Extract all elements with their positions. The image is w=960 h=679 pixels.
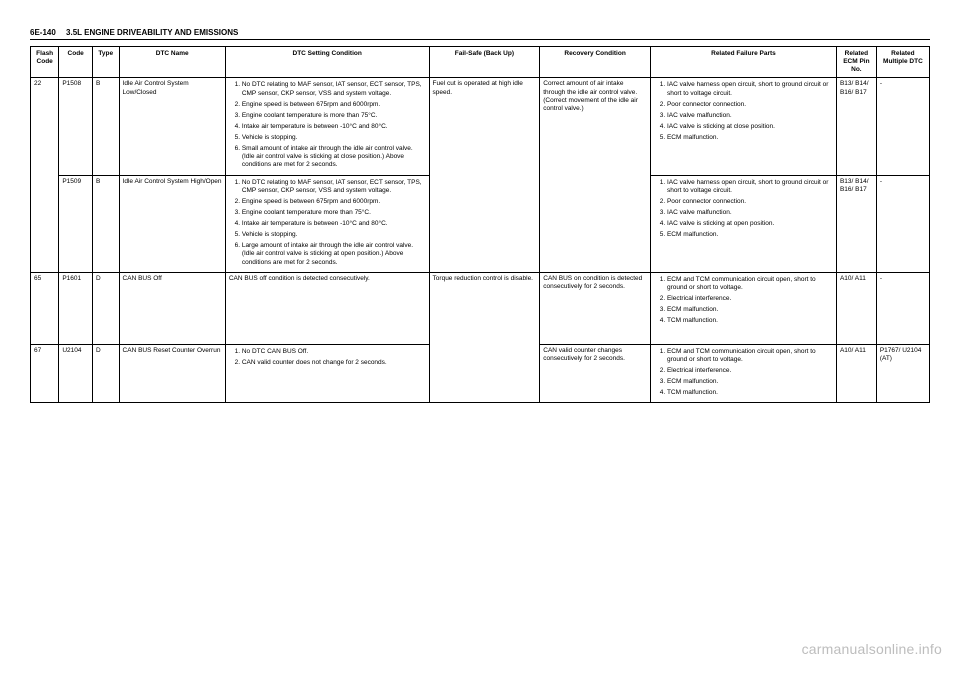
list-item: ECM and TCM communication circuit open, … xyxy=(667,276,833,292)
list-item: IAC valve is sticking at open position. xyxy=(667,220,833,228)
cell-pin: B13/ B14/ B16/ B17 xyxy=(836,78,876,175)
list-item: Intake air temperature is between -10°C … xyxy=(242,123,426,131)
cell-code: P1508 xyxy=(59,78,93,175)
cell-recovery: CAN valid counter changes consecutively … xyxy=(540,344,651,403)
list-item: ECM malfunction. xyxy=(667,306,833,314)
list-item: ECM malfunction. xyxy=(667,378,833,386)
cell-parts: ECM and TCM communication circuit open, … xyxy=(650,272,836,344)
list-item: Engine speed is between 675rpm and 6000r… xyxy=(242,198,426,206)
list-item: Engine coolant temperature more than 75°… xyxy=(242,209,426,217)
list-item: No DTC relating to MAF sensor, IAT senso… xyxy=(242,81,426,97)
list-item: Large amount of intake air through the i… xyxy=(242,242,426,266)
col-type: Type xyxy=(92,47,119,78)
cell-failsafe: Torque reduction control is disable. xyxy=(429,272,540,403)
page-header: 6E-140 3.5L ENGINE DRIVEABILITY AND EMIS… xyxy=(30,28,930,40)
col-parts: Related Failure Parts xyxy=(650,47,836,78)
list-item: Engine speed is between 675rpm and 6000r… xyxy=(242,101,426,109)
list-item: ECM malfunction. xyxy=(667,134,833,142)
cell-setting: No DTC relating to MAF sensor, IAT senso… xyxy=(225,175,429,272)
cell-setting: CAN BUS off condition is detected consec… xyxy=(225,272,429,344)
cell-name: Idle Air Control System Low/Closed xyxy=(119,78,225,175)
list-item: Intake air temperature is between -10°C … xyxy=(242,220,426,228)
list-item: IAC valve is sticking at close position. xyxy=(667,123,833,131)
cell-multi: - xyxy=(876,175,929,272)
col-multi: Related Multiple DTC xyxy=(876,47,929,78)
list-item: IAC valve harness open circuit, short to… xyxy=(667,81,833,97)
table-header-row: Flash Code Code Type DTC Name DTC Settin… xyxy=(31,47,930,78)
col-setting: DTC Setting Condition xyxy=(225,47,429,78)
cell-recovery: Correct amount of air intake through the… xyxy=(540,78,651,272)
list-item: CAN valid counter does not change for 2 … xyxy=(242,359,426,367)
cell-setting: No DTC CAN BUS Off. CAN valid counter do… xyxy=(225,344,429,403)
list-item: ECM malfunction. xyxy=(667,231,833,239)
cell-parts: ECM and TCM communication circuit open, … xyxy=(650,344,836,403)
cell-flash: 22 xyxy=(31,78,59,272)
list-item: TCM malfunction. xyxy=(667,389,833,397)
cell-name: CAN BUS Reset Counter Overrun xyxy=(119,344,225,403)
table-row: 65 P1601 D CAN BUS Off CAN BUS off condi… xyxy=(31,272,930,344)
list-item: IAC valve malfunction. xyxy=(667,112,833,120)
cell-name: CAN BUS Off xyxy=(119,272,225,344)
list-item: Small amount of intake air through the i… xyxy=(242,145,426,169)
list-item: IAC valve malfunction. xyxy=(667,209,833,217)
list-item: Poor connector connection. xyxy=(667,198,833,206)
col-pin: Related ECM Pin No. xyxy=(836,47,876,78)
cell-pin: A10/ A11 xyxy=(836,272,876,344)
cell-type: D xyxy=(92,272,119,344)
list-item: Electrical interference. xyxy=(667,367,833,375)
col-name: DTC Name xyxy=(119,47,225,78)
list-item: Poor connector connection. xyxy=(667,101,833,109)
col-recov: Recovery Condition xyxy=(540,47,651,78)
list-item: Engine coolant temperature is more than … xyxy=(242,112,426,120)
cell-parts: IAC valve harness open circuit, short to… xyxy=(650,175,836,272)
cell-type: B xyxy=(92,78,119,175)
cell-recovery: CAN BUS on condition is detected consecu… xyxy=(540,272,651,344)
cell-type: D xyxy=(92,344,119,403)
cell-code: U2104 xyxy=(59,344,93,403)
cell-code: P1509 xyxy=(59,175,93,272)
cell-code: P1601 xyxy=(59,272,93,344)
cell-setting: No DTC relating to MAF sensor, IAT senso… xyxy=(225,78,429,175)
list-item: ECM and TCM communication circuit open, … xyxy=(667,348,833,364)
list-item: TCM malfunction. xyxy=(667,317,833,325)
page-number: 6E-140 xyxy=(30,28,56,37)
cell-flash: 67 xyxy=(31,344,59,403)
list-item: No DTC CAN BUS Off. xyxy=(242,348,426,356)
col-fail: Fail-Safe (Back Up) xyxy=(429,47,540,78)
cell-flash: 65 xyxy=(31,272,59,344)
col-flash: Flash Code xyxy=(31,47,59,78)
list-item: IAC valve harness open circuit, short to… xyxy=(667,179,833,195)
cell-pin: B13/ B14/ B16/ B17 xyxy=(836,175,876,272)
cell-multi: - xyxy=(876,78,929,175)
page-title: 3.5L ENGINE DRIVEABILITY AND EMISSIONS xyxy=(66,28,238,37)
list-item: Vehicle is stopping. xyxy=(242,134,426,142)
list-item: Electrical interference. xyxy=(667,295,833,303)
list-item: No DTC relating to MAF sensor, IAT senso… xyxy=(242,179,426,195)
table-row: 22 P1508 B Idle Air Control System Low/C… xyxy=(31,78,930,175)
cell-failsafe: Fuel cut is operated at high idle speed. xyxy=(429,78,540,272)
cell-name: Idle Air Control System High/Open xyxy=(119,175,225,272)
watermark: carmanualsonline.info xyxy=(802,641,942,657)
cell-multi: P1767/ U2104 (AT) xyxy=(876,344,929,403)
list-item: Vehicle is stopping. xyxy=(242,231,426,239)
cell-multi: - xyxy=(876,272,929,344)
col-code: Code xyxy=(59,47,93,78)
cell-parts: IAC valve harness open circuit, short to… xyxy=(650,78,836,175)
dtc-table: Flash Code Code Type DTC Name DTC Settin… xyxy=(30,46,930,403)
cell-type: B xyxy=(92,175,119,272)
cell-pin: A10/ A11 xyxy=(836,344,876,403)
